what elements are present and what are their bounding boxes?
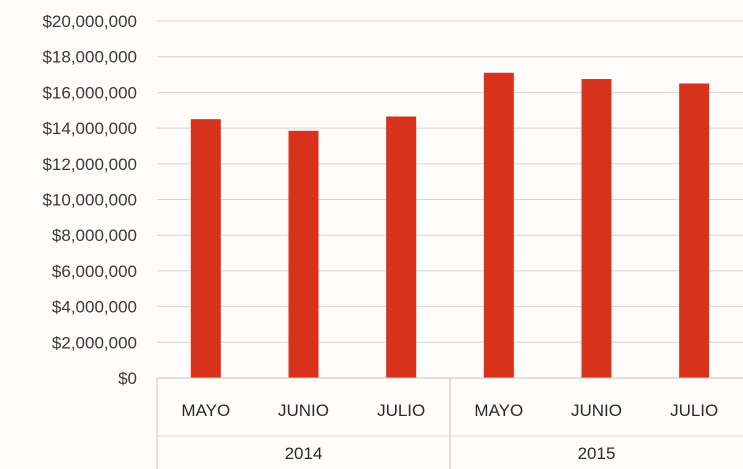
x-category-label: MAYO [474, 401, 523, 420]
x-category-label: JUNIO [278, 401, 329, 420]
bar [483, 72, 514, 378]
y-axis-tick-labels: $0 $2,000,000 $4,000,000 $6,000,000 $8,000,0… [42, 12, 137, 388]
y-tick-label: $0 [118, 369, 137, 388]
bar [386, 116, 417, 378]
y-tick-label: $4,000,000 [52, 298, 137, 317]
bar [581, 79, 612, 378]
y-tick-label: $8,000,000 [52, 226, 137, 245]
bar [679, 83, 710, 378]
x-category-label: JULIO [377, 401, 425, 420]
y-tick-label: $20,000,000 [42, 12, 137, 31]
bar [288, 130, 319, 378]
y-tick-label: $14,000,000 [42, 119, 137, 138]
y-tick-label: $18,000,000 [42, 48, 137, 67]
y-tick-label: $2,000,000 [52, 333, 137, 352]
x-axis: MAYO JUNIO JULIO MAYO JUNIO JULIO 2014 2015 [156, 377, 743, 469]
x-category-label: JUNIO [571, 401, 622, 420]
x-group-label: 2014 [285, 444, 323, 463]
bar [190, 119, 221, 379]
y-tick-label: $6,000,000 [52, 262, 137, 281]
gridlines [157, 20, 743, 343]
x-category-label: JULIO [670, 401, 718, 420]
x-category-label: MAYO [181, 401, 230, 420]
y-tick-label: $10,000,000 [42, 191, 137, 210]
y-tick-label: $12,000,000 [42, 155, 137, 174]
y-tick-label: $16,000,000 [42, 83, 137, 102]
bars [190, 72, 710, 379]
x-group-label: 2015 [578, 444, 616, 463]
